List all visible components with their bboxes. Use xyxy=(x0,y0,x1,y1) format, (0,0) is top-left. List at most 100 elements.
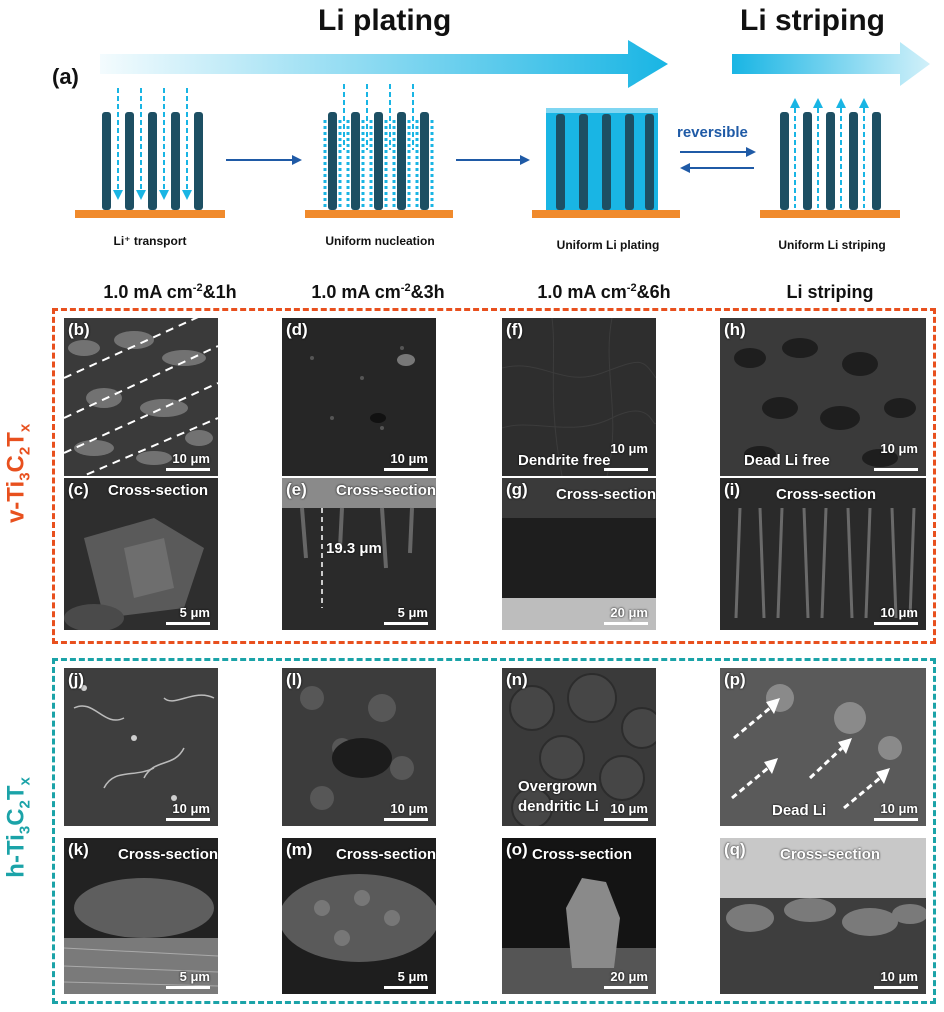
sem-panel-o: (o) Cross-section 20 μm xyxy=(502,838,656,994)
scale-bar-f xyxy=(604,468,648,471)
scale-bar-g xyxy=(604,622,648,625)
panel-label-d: (d) xyxy=(286,320,308,339)
panel-label-c: (c) xyxy=(68,480,89,499)
scale-bar-m-text: 5 μm xyxy=(397,969,428,984)
scale-bar-g-text: 20 μm xyxy=(610,605,648,620)
panel-label-m: (m) xyxy=(286,840,313,859)
panel-note-q: Cross-section xyxy=(780,846,881,863)
panel-note-c: Cross-section xyxy=(108,482,209,499)
stage-3-graphic xyxy=(532,108,680,218)
scale-bar-l xyxy=(384,818,428,821)
scale-bar-e xyxy=(384,622,428,625)
scale-bar-l-text: 10 μm xyxy=(390,801,428,816)
striping-title: Li striping xyxy=(740,4,885,37)
scale-bar-q xyxy=(874,986,918,989)
stage-label-striping: Uniform Li striping xyxy=(778,238,886,252)
scale-bar-d xyxy=(384,468,428,471)
panel-a-label: (a) xyxy=(52,64,79,89)
sem-panel-c: (c) Cross-section 5 μm xyxy=(64,478,218,630)
scale-bar-i-text: 10 μm xyxy=(880,605,918,620)
sem-panel-n: (n) Overgrown dendritic Li 10 μm xyxy=(502,668,656,826)
sem-panel-g: (g) Cross-section 20 μm xyxy=(502,478,656,630)
sem-panel-k: (k) Cross-section 5 μm xyxy=(64,838,218,994)
panel-label-n: (n) xyxy=(506,670,528,689)
sem-panel-l: (l) 10 μm xyxy=(282,668,436,826)
sem-panel-q: (q) Cross-section 10 μm xyxy=(720,838,926,994)
scale-bar-c xyxy=(166,622,210,625)
stage-label-transport: Li⁺ transport xyxy=(113,234,187,248)
thickness-label-e: 19.3 μm xyxy=(326,540,382,557)
scale-bar-p-text: 10 μm xyxy=(880,801,918,816)
scale-bar-f-text: 10 μm xyxy=(610,441,648,456)
scale-bar-h xyxy=(874,468,918,471)
scale-bar-b-text: 10 μm xyxy=(172,451,210,466)
reversible-label: reversible xyxy=(677,124,748,141)
panel-label-e: (e) xyxy=(286,480,307,499)
column-head-1h: 1.0 mA cm-2&1h xyxy=(103,282,237,302)
panel-note-p: Dead Li xyxy=(772,802,827,819)
sem-panel-e: (e) Cross-section 19.3 μm 5 μm xyxy=(282,478,436,630)
schematic-diagram xyxy=(75,40,930,218)
sem-panel-f: (f) Dendrite free 10 μm xyxy=(502,318,656,476)
scale-bar-d-text: 10 μm xyxy=(390,451,428,466)
stage-1-graphic xyxy=(75,88,225,218)
striping-arrow xyxy=(732,42,930,86)
panel-label-i: (i) xyxy=(724,480,741,499)
scale-bar-q-text: 10 μm xyxy=(880,969,918,984)
panel-label-p: (p) xyxy=(724,670,746,689)
scale-bar-n xyxy=(604,818,648,821)
panel-note-f: Dendrite free xyxy=(518,452,611,469)
sem-panel-d: (d) 10 μm xyxy=(282,318,436,476)
h-ti3c2tx-frame xyxy=(52,658,936,1004)
stage-label-plating: Uniform Li plating xyxy=(556,238,660,252)
panel-label-h: (h) xyxy=(724,320,746,339)
panel-note-n-line1: Overgrown xyxy=(518,778,598,795)
panel-note-g: Cross-section xyxy=(556,486,656,503)
panel-note-h: Dead Li free xyxy=(744,452,830,469)
scale-bar-b xyxy=(166,468,210,471)
stage-2-graphic xyxy=(305,84,453,218)
scale-bar-o xyxy=(604,986,648,989)
panel-label-j: (j) xyxy=(68,670,85,689)
panel-note-o: Cross-section xyxy=(532,846,633,863)
panel-label-k: (k) xyxy=(68,840,89,859)
panel-label-f: (f) xyxy=(506,320,523,339)
stage-label-nucleation: Uniform nucleation xyxy=(325,234,435,248)
sem-panel-m: (m) Cross-section 5 μm xyxy=(282,838,436,994)
panel-note-k: Cross-section xyxy=(118,846,218,863)
scale-bar-j xyxy=(166,818,210,821)
scale-bar-o-text: 20 μm xyxy=(610,969,648,984)
sem-panel-j: (j) 10 μm xyxy=(64,668,218,826)
scale-bar-h-text: 10 μm xyxy=(880,441,918,456)
panel-label-g: (g) xyxy=(506,480,528,499)
panel-label-o: (o) xyxy=(506,840,528,859)
sem-panel-i: (i) Cross-section 10 μm xyxy=(720,478,926,630)
scale-bar-c-text: 5 μm xyxy=(179,605,210,620)
sem-panel-h: (h) Dead Li free 10 μm xyxy=(720,318,926,476)
column-head-striping: Li striping xyxy=(786,282,874,302)
stage-4-graphic xyxy=(760,98,900,218)
scale-bar-i xyxy=(874,622,918,625)
sem-panel-b: (b) 10 μm xyxy=(64,318,218,476)
panel-label-b: (b) xyxy=(68,320,90,339)
row-label-v-ti3c2tx: v-Ti3C2Tx xyxy=(2,423,34,524)
panel-note-m: Cross-section xyxy=(336,846,436,863)
column-head-3h: 1.0 mA cm-2&3h xyxy=(311,282,445,302)
scale-bar-j-text: 10 μm xyxy=(172,801,210,816)
scale-bar-e-text: 5 μm xyxy=(397,605,428,620)
panel-note-n-line2: dendritic Li xyxy=(518,798,599,815)
scale-bar-k xyxy=(166,986,210,989)
panel-note-i: Cross-section xyxy=(776,486,877,503)
panel-note-e: Cross-section xyxy=(336,482,436,499)
v-ti3c2tx-frame xyxy=(52,308,936,644)
scale-bar-n-text: 10 μm xyxy=(610,801,648,816)
scale-bar-k-text: 5 μm xyxy=(179,969,210,984)
scale-bar-p xyxy=(874,818,918,821)
plating-title: Li plating xyxy=(318,4,452,37)
panel-label-l: (l) xyxy=(286,670,303,689)
column-head-6h: 1.0 mA cm-2&6h xyxy=(537,282,671,302)
sem-panel-p: (p) Dead Li 10 μm xyxy=(720,668,926,826)
plating-arrow xyxy=(100,40,668,88)
row-label-h-ti3c2tx: h-Ti3C2Tx xyxy=(2,777,34,878)
panel-label-q: (q) xyxy=(724,840,746,859)
